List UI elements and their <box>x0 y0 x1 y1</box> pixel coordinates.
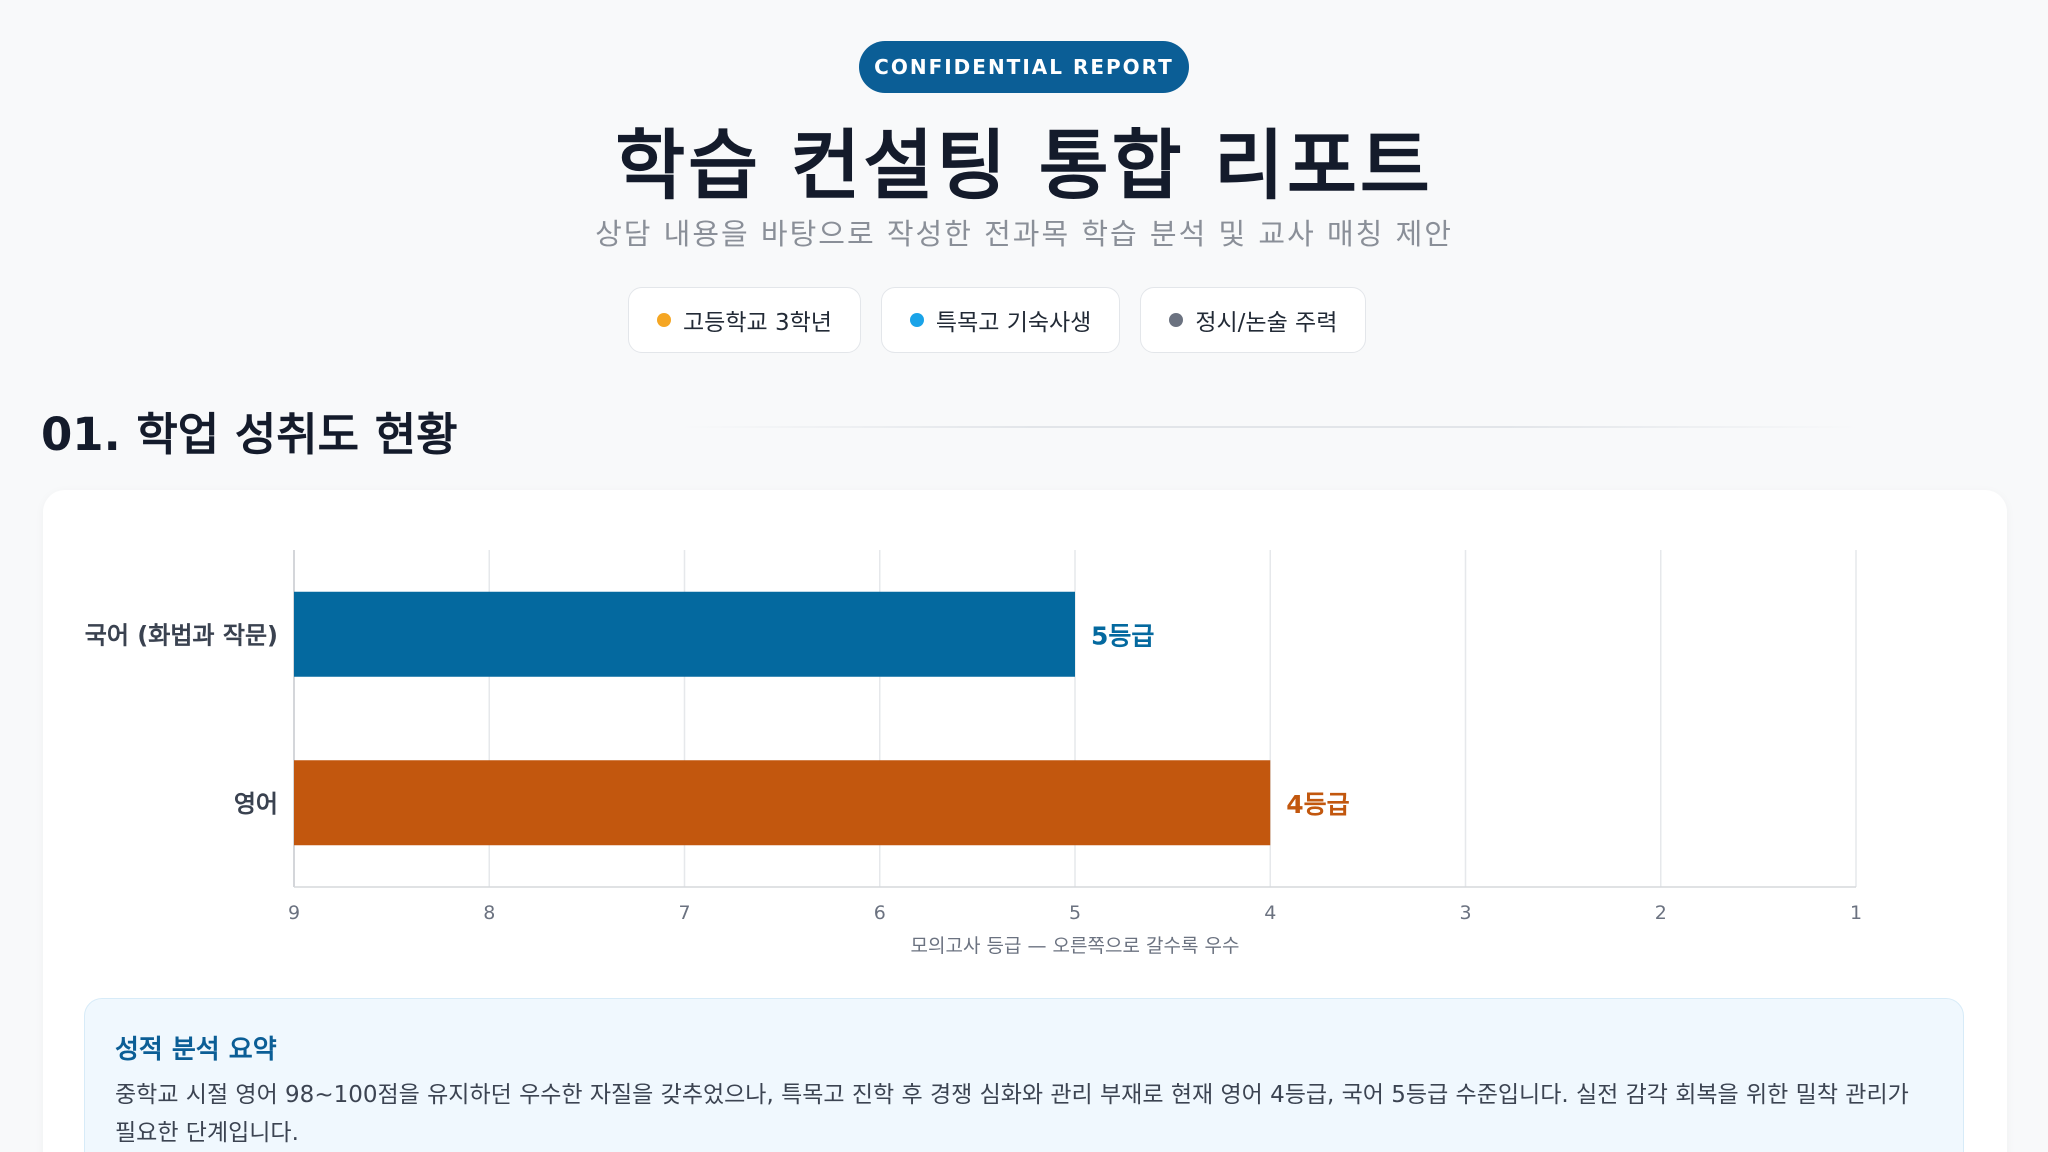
x-tick-label: 7 <box>678 902 690 924</box>
x-tick-label: 6 <box>874 902 886 924</box>
tag-chip-track: 정시/논술 주력 <box>1140 287 1367 353</box>
orange-dot-icon <box>657 313 671 327</box>
x-tick-label: 2 <box>1655 902 1667 924</box>
section-divider <box>680 426 1860 428</box>
x-tick-label: 3 <box>1459 902 1471 924</box>
bar-1 <box>294 591 1075 677</box>
x-tick-label: 4 <box>1264 902 1276 924</box>
tag-label: 특목고 기숙사생 <box>935 310 1092 336</box>
section-title: 01. 학업 성취도 현황 <box>41 408 458 461</box>
tag-chip-grade: 고등학교 3학년 <box>628 287 861 353</box>
analysis-summary: 성적 분석 요약 중학교 시절 영어 98~100점을 유지하던 우수한 자질을… <box>84 998 1964 1152</box>
x-tick-label: 8 <box>483 902 495 924</box>
x-tick-label: 5 <box>1069 902 1081 924</box>
page-title: 학습 컨설팅 통합 리포트 <box>615 121 1433 210</box>
category-label: 영어 <box>234 790 278 818</box>
x-tick-label: 9 <box>288 902 300 924</box>
category-label: 국어 (화법과 작문) <box>85 621 278 649</box>
x-tick-label: 1 <box>1850 902 1862 924</box>
blue-dot-icon <box>909 313 924 327</box>
tag-label: 고등학교 3학년 <box>683 310 832 336</box>
student-tags: 고등학교 3학년 특목고 기숙사생 정시/논술 주력 <box>628 287 1367 353</box>
data-label: 5등급 <box>1091 621 1154 650</box>
confidential-badge: CONFIDENTIAL REPORT <box>859 41 1189 93</box>
summary-body: 중학교 시절 영어 98~100점을 유지하던 우수한 자질을 갖추었으나, 특… <box>115 1082 1909 1146</box>
bar-2 <box>294 760 1271 846</box>
tag-chip-school: 특목고 기숙사생 <box>880 287 1121 353</box>
summary-title: 성적 분석 요약 <box>115 1035 277 1065</box>
gray-dot-icon <box>1169 313 1184 327</box>
tag-label: 정시/논술 주력 <box>1195 310 1338 336</box>
x-axis-title: 모의고사 등급 — 오른쪽으로 갈수록 우수 <box>911 935 1240 957</box>
page-subtitle: 상담 내용을 바탕으로 작성한 전과목 학습 분석 및 교사 매칭 제안 <box>595 217 1453 251</box>
data-label: 4등급 <box>1286 790 1349 819</box>
